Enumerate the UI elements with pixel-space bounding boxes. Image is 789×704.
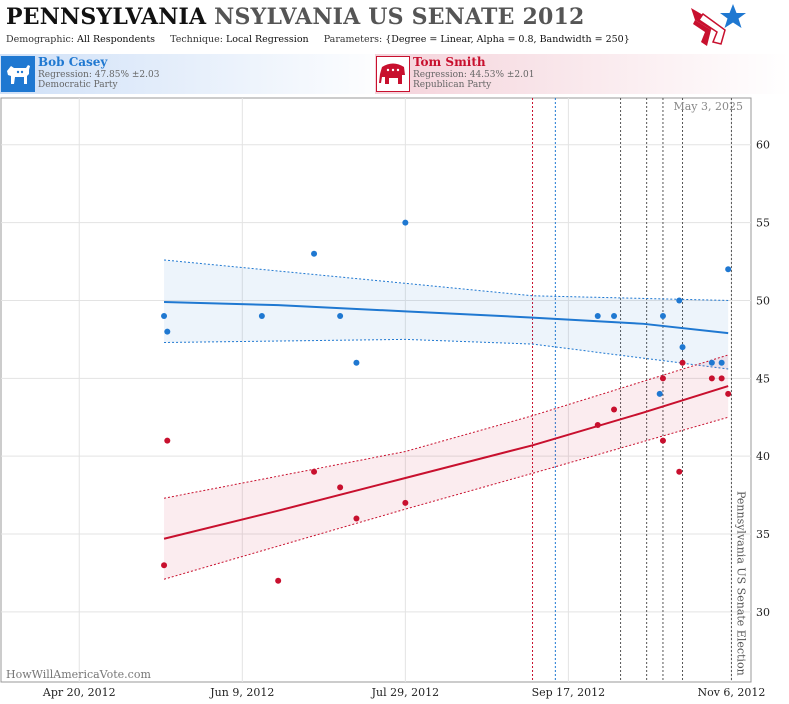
page-title: PENNSYLVANIA NSYLVANIA US SENATE 2012 [6, 4, 584, 30]
bob-casey-point [676, 297, 683, 304]
y-tick-label: 55 [756, 217, 770, 230]
elephant-icon [376, 56, 410, 92]
bob-casey-band [164, 259, 729, 369]
bob-casey-band-lower [164, 338, 729, 370]
candidates-bar: Bob Casey Regression: 47.85% ±2.03 Democ… [0, 54, 789, 94]
tom-smith-point [353, 515, 360, 522]
bob-casey-point [708, 359, 715, 366]
chart-header: PENNSYLVANIA NSYLVANIA US SENATE 2012 De… [0, 0, 789, 52]
tom-smith-point [679, 359, 686, 366]
dem-party: Democratic Party [38, 80, 118, 90]
x-axis: Apr 20, 2012 Jun 9, 2012 Jul 29, 2012 Sep 1… [42, 686, 766, 699]
bob-casey-point [161, 313, 168, 320]
y-tick-label: 60 [756, 139, 770, 152]
bob-casey-point [594, 313, 601, 320]
tom-smith-fit-line [163, 385, 729, 540]
tom-smith-band-upper [163, 354, 729, 499]
bob-casey-point [164, 328, 171, 335]
tom-smith-point [161, 562, 168, 569]
rep-regression: Regression: 44.53% ±2.01 [413, 70, 535, 80]
plot-frame [0, 97, 752, 683]
x-tick-label: Sep 17, 2012 [532, 686, 606, 699]
chart: 30 35 40 45 50 55 60 Apr 20, 2012 Jun 9, 2012 Ju… [0, 97, 770, 699]
dem-regression: Regression: 47.85% ±2.03 [38, 70, 160, 80]
x-tick-label: Apr 20, 2012 [42, 686, 116, 699]
bob-casey-point [656, 390, 663, 397]
bob-casey-fit-line [164, 301, 729, 335]
bob-casey-point [402, 219, 409, 226]
bob-casey-point [718, 359, 725, 366]
tom-smith-point [718, 375, 725, 382]
demographic-label: Demographic: [6, 34, 75, 45]
tom-smith-point [337, 484, 344, 491]
tom-smith-band-lower [163, 416, 729, 580]
title-rest: NSYLVANIA US SENATE 2012 [214, 4, 585, 30]
tom-smith-point [708, 375, 715, 382]
rep-party: Republican Party [413, 80, 492, 90]
bob-casey-point [659, 313, 666, 320]
x-tick-label: Jun 9, 2012 [209, 686, 274, 699]
tom-smith-point [594, 422, 601, 429]
candidate-dem[interactable]: Bob Casey Regression: 47.85% ±2.03 Democ… [0, 54, 395, 94]
tom-smith-point [164, 437, 171, 444]
y-tick-label: 30 [756, 606, 770, 619]
bob-casey-point [611, 313, 618, 320]
donkey-icon [1, 56, 35, 92]
bob-casey-point [258, 313, 265, 320]
site-logo[interactable] [685, 2, 749, 50]
bob-casey-point [353, 359, 360, 366]
tom-smith-point [402, 499, 409, 506]
y-axis: 30 35 40 45 50 55 60 [756, 139, 770, 619]
title-state: PENNSYLVANIA [6, 4, 207, 30]
bob-casey-band-upper [163, 259, 729, 301]
y-tick-label: 50 [756, 294, 770, 307]
tom-smith-point [659, 437, 666, 444]
parameters-label: Parameters: [323, 34, 383, 45]
tom-smith-point [311, 468, 318, 475]
y-tick-label: 45 [756, 372, 770, 385]
bob-casey-point [311, 250, 318, 257]
candidate-rep[interactable]: Tom Smith Regression: 44.53% ±2.01 Repub… [375, 54, 789, 94]
tom-smith-point [275, 577, 282, 584]
date-stamp: May 3, 2025 [673, 100, 743, 113]
bob-casey-point [725, 266, 732, 273]
parameters-value: {Degree = Linear, Alpha = 0.8, Bandwidth… [385, 34, 630, 45]
dem-name: Bob Casey [38, 55, 108, 69]
y-tick-label: 35 [756, 528, 770, 541]
technique-label: Technique: [170, 34, 223, 45]
technique-value: Local Regression [225, 34, 309, 45]
tom-smith-point [659, 375, 666, 382]
watermark: HowWillAmericaVote.com [6, 668, 151, 681]
regression-lines [163, 301, 729, 540]
bob-casey-point [337, 313, 344, 320]
rep-name: Tom Smith [413, 55, 486, 69]
x-tick-label: Jul 29, 2012 [371, 686, 440, 699]
parameters-line: Demographic: All Respondents Technique: Lo… [6, 34, 642, 45]
x-tick-label: Nov 6, 2012 [697, 686, 765, 699]
election-label: Pennsylvania US Senate Election [734, 491, 747, 676]
data-points [161, 219, 732, 584]
tom-smith-point [611, 406, 618, 413]
tom-smith-point [725, 390, 732, 397]
tom-smith-point [676, 468, 683, 475]
y-tick-label: 40 [756, 450, 770, 463]
bob-casey-point [679, 344, 686, 351]
event-lines [532, 98, 732, 682]
demographic-value: All Respondents [77, 34, 156, 45]
